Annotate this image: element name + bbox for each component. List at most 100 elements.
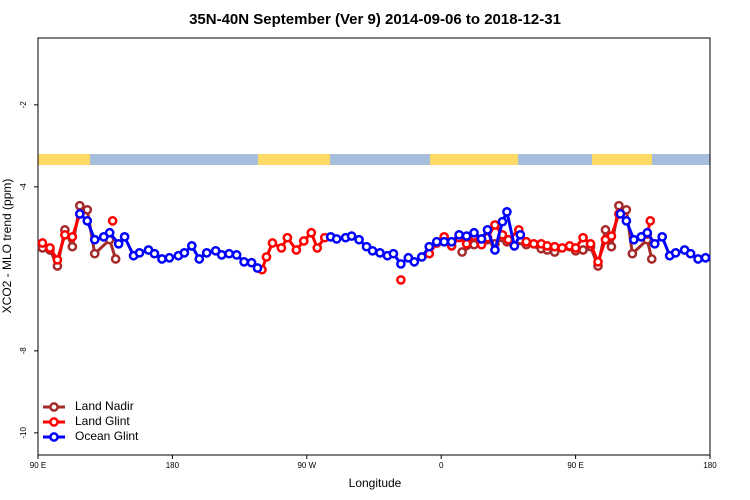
y-tick-label: -10 (19, 427, 28, 439)
data-point (239, 257, 249, 267)
data-point (693, 254, 703, 264)
data-point (346, 231, 357, 241)
data-point (396, 275, 406, 285)
data-point (113, 238, 124, 249)
data-point (700, 252, 711, 263)
data-point (454, 229, 464, 240)
data-point (388, 248, 399, 259)
data-point (82, 204, 93, 215)
y-tick-label: -8 (19, 347, 28, 355)
data-point (461, 231, 472, 241)
data-point (578, 232, 588, 243)
data-point (685, 248, 696, 259)
data-point (446, 236, 457, 247)
data-point (461, 238, 472, 249)
data-point (627, 248, 638, 259)
data-point (331, 234, 342, 244)
data-point (642, 227, 653, 238)
data-point (224, 248, 234, 259)
data-point (490, 220, 500, 230)
data-point (306, 227, 317, 238)
x-tick-label: 0 (439, 461, 444, 470)
land-band (592, 154, 652, 165)
data-point (476, 234, 487, 244)
data-point (670, 248, 681, 258)
data-point (282, 232, 293, 243)
data-point (157, 254, 167, 264)
y-tick-label: -4 (19, 183, 28, 191)
ocean-band (38, 154, 710, 165)
data-point (503, 234, 514, 245)
data-point (606, 231, 617, 241)
data-point (67, 241, 78, 252)
data-point (396, 259, 406, 269)
legend-label: Land Nadir (75, 399, 134, 413)
data-point (246, 257, 257, 268)
data-point (104, 227, 115, 238)
data-point (37, 238, 48, 248)
data-point (600, 225, 611, 235)
series-line (260, 229, 326, 271)
data-point (179, 248, 190, 258)
data-point (67, 232, 78, 242)
data-point (528, 238, 539, 249)
data-point (312, 243, 323, 253)
data-point (252, 263, 263, 273)
data-point (628, 234, 639, 245)
data-point (469, 239, 479, 250)
data-point (649, 238, 660, 249)
data-point (549, 241, 560, 252)
x-tick-label: 90 W (297, 461, 316, 470)
data-point (186, 241, 197, 251)
data-point (201, 248, 212, 258)
data-point (621, 216, 632, 226)
x-tick-label: 90 E (567, 461, 583, 470)
land-band (258, 154, 330, 165)
data-point (578, 245, 588, 255)
data-point (107, 216, 118, 226)
data-point (416, 252, 427, 262)
data-point (89, 248, 100, 259)
series-line (330, 207, 522, 267)
data-point (497, 216, 508, 227)
data-point (457, 247, 467, 257)
data-point (52, 254, 63, 265)
data-point (424, 241, 435, 252)
data-point (134, 248, 145, 258)
data-point (74, 209, 85, 219)
x-tick-label: 90 E (30, 461, 46, 470)
data-point (490, 245, 500, 255)
data-point (439, 236, 450, 247)
data-point (89, 234, 100, 245)
data-point (515, 229, 526, 240)
data-point (60, 229, 70, 240)
land-band (430, 154, 518, 165)
data-point (502, 207, 512, 217)
data-point (469, 227, 479, 238)
data-point (646, 254, 657, 264)
data-point (231, 250, 242, 260)
legend-marker (49, 402, 59, 412)
x-axis-label: Longitude (349, 476, 402, 490)
data-point (354, 234, 364, 245)
data-point (110, 254, 121, 264)
data-point (45, 243, 55, 253)
legend-marker (49, 417, 59, 427)
x-tick-label: 180 (166, 461, 180, 470)
y-axis-label: XCO2 - MLO trend (ppm) (0, 179, 14, 314)
land-mask-strip (38, 154, 710, 165)
data-point (606, 241, 617, 252)
data-point (645, 216, 656, 226)
data-point (216, 250, 227, 260)
legend-marker (49, 432, 59, 442)
data-point (509, 241, 520, 251)
legend-label: Land Glint (75, 414, 130, 428)
data-point (267, 238, 278, 248)
data-point (367, 245, 378, 256)
data-point (276, 243, 287, 253)
chart-title: 35N-40N September (Ver 9) 2014-09-06 to … (189, 11, 561, 28)
data-point (482, 225, 493, 235)
data-point (82, 216, 93, 226)
data-point (164, 252, 175, 263)
